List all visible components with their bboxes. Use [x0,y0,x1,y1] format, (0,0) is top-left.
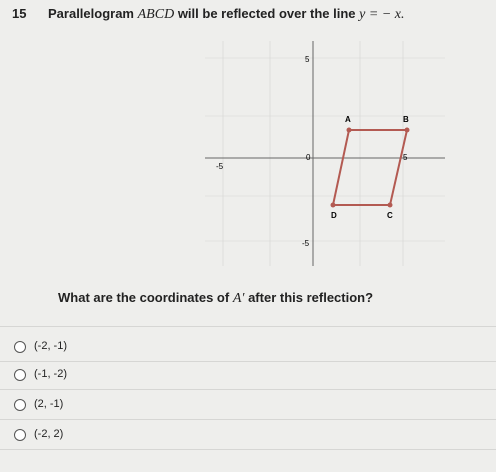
question-text: after this reflection? [248,290,374,305]
option[interactable]: (-2, -1) [0,333,496,362]
divider [0,326,496,327]
option[interactable]: (-2, 2) [0,421,496,450]
vertex-label: A [345,115,351,124]
prompt-math: y = − x. [359,7,405,22]
vertex-label: B [403,115,409,124]
radio[interactable] [14,369,26,381]
radio[interactable] [14,399,26,411]
grid [205,41,445,266]
tick-label: 5 [403,153,408,162]
question-number: 15 [12,6,27,21]
option-text: (2, -1) [34,398,64,410]
prompt-text: will be reflected over the line [177,6,356,21]
option[interactable]: (-1, -2) [0,361,496,390]
vertices [330,127,410,208]
prompt-math: ABCD [137,7,175,22]
question-text: What are the coordinates of [58,290,230,305]
tick-label: -5 [302,239,310,248]
vertex-labels: A B C D [331,115,409,220]
question-math: A′ [232,291,245,306]
parallelogram [331,129,409,206]
question: What are the coordinates of A′ after thi… [58,290,373,307]
tick-label: 0 [306,153,311,162]
tick-label: 5 [305,55,310,64]
vertex-label: C [387,211,393,220]
option[interactable]: (2, -1) [0,391,496,420]
radio[interactable] [14,429,26,441]
option-text: (-2, -1) [34,340,67,352]
radio[interactable] [14,341,26,353]
vertex-label: D [331,211,337,220]
option-text: (-2, 2) [34,428,64,440]
prompt-text: Parallelogram [48,6,134,21]
prompt: Parallelogram ABCD will be reflected ove… [48,6,405,23]
tick-label: -5 [216,162,224,171]
option-text: (-1, -2) [34,368,67,380]
graph: 5 -5 0 5 -5 A B C D [205,41,445,266]
